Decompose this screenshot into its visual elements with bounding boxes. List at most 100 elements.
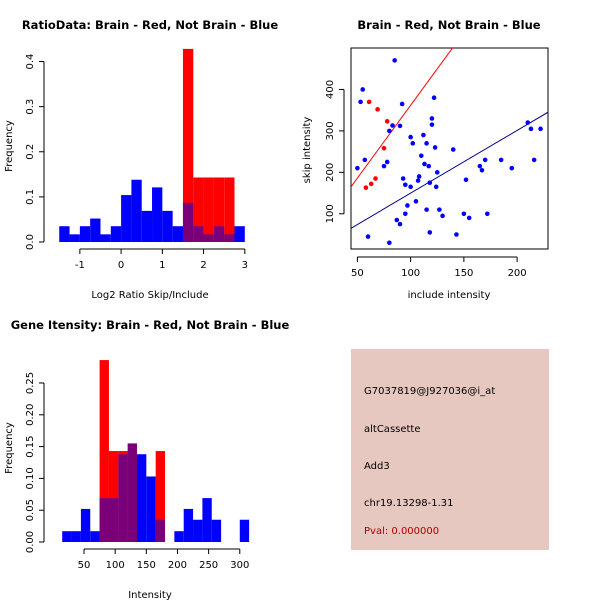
not-brain-point bbox=[400, 176, 406, 181]
not-brain-point bbox=[528, 126, 534, 132]
not-brain-point bbox=[429, 122, 435, 127]
not-brain-bar bbox=[162, 210, 173, 242]
overlap-bar bbox=[127, 443, 137, 542]
brain-bar bbox=[224, 177, 235, 242]
y-tick-label: 0.00 bbox=[25, 531, 36, 553]
brain-point bbox=[366, 99, 372, 105]
not-brain-fit-line bbox=[351, 111, 548, 229]
not-brain-point bbox=[424, 207, 429, 212]
not-brain-point bbox=[422, 161, 427, 167]
not-brain-point bbox=[384, 159, 390, 165]
not-brain-point bbox=[358, 99, 363, 105]
scatter-panel: Brain - Red, Not Brain - Blue include in… bbox=[302, 18, 549, 301]
not-brain-point bbox=[437, 207, 442, 212]
not-brain-point bbox=[433, 184, 439, 190]
not-brain-point bbox=[415, 178, 421, 183]
not-brain-point bbox=[440, 213, 445, 219]
not-brain-bar bbox=[100, 234, 111, 242]
not-brain-bar bbox=[202, 498, 212, 542]
y-tick-label: 0.20 bbox=[25, 404, 36, 426]
not-brain-bar bbox=[136, 454, 147, 542]
not-brain-bar bbox=[131, 179, 142, 242]
not-brain-point bbox=[454, 232, 459, 237]
x-tick-label: 100 bbox=[401, 268, 420, 279]
not-brain-bar bbox=[62, 531, 72, 542]
not-brain-point bbox=[531, 157, 537, 163]
overlap-bar bbox=[193, 226, 204, 242]
brain-bar bbox=[155, 451, 166, 542]
x-tick-label: 2 bbox=[200, 260, 206, 271]
scatter-xlabel: include intensity bbox=[408, 290, 491, 301]
not-brain-bar bbox=[90, 531, 100, 542]
not-brain-bar bbox=[71, 531, 81, 542]
not-brain-point bbox=[399, 101, 405, 107]
brain-bar bbox=[108, 451, 119, 542]
y-tick-label: 300 bbox=[325, 121, 336, 140]
x-tick-label: 0 bbox=[118, 260, 124, 271]
x-tick-label: 200 bbox=[168, 560, 187, 571]
y-tick-label: 200 bbox=[325, 163, 336, 182]
p-value: Pval: 0.000000 bbox=[364, 526, 440, 537]
scatter-title: Brain - Red, Not Brain - Blue bbox=[357, 18, 540, 32]
not-brain-point bbox=[413, 199, 419, 204]
info-panel-background bbox=[351, 349, 549, 550]
overlap-bar bbox=[99, 498, 109, 542]
not-brain-point bbox=[538, 126, 543, 132]
not-brain-bar bbox=[141, 210, 153, 242]
not-brain-bar bbox=[146, 476, 156, 542]
event-type: altCassette bbox=[364, 424, 421, 435]
not-brain-point bbox=[408, 184, 413, 190]
ratio-histogram-title: RatioData: Brain - Red, Not Brain - Blue bbox=[22, 18, 279, 32]
y-tick-label: 0.05 bbox=[25, 499, 36, 521]
not-brain-point bbox=[397, 123, 403, 129]
not-brain-bar bbox=[79, 226, 91, 242]
ratio-histogram-panel: RatioData: Brain - Red, Not Brain - Blue… bbox=[4, 18, 278, 301]
x-tick-label: 300 bbox=[230, 560, 249, 571]
brain-bar bbox=[213, 177, 225, 242]
not-brain-point bbox=[418, 153, 424, 159]
not-brain-point bbox=[482, 157, 488, 163]
not-brain-bar bbox=[80, 508, 91, 542]
y-tick-label: 0.0 bbox=[25, 234, 36, 250]
not-brain-point bbox=[450, 147, 456, 152]
not-brain-point bbox=[360, 87, 366, 92]
not-brain-point bbox=[390, 123, 395, 128]
not-brain-point bbox=[355, 165, 360, 171]
not-brain-point bbox=[403, 211, 408, 217]
y-tick-label: 0.2 bbox=[25, 144, 36, 160]
not-brain-point bbox=[394, 217, 400, 223]
y-tick-label: 400 bbox=[325, 80, 336, 99]
overlap-bar bbox=[224, 234, 235, 242]
brain-point bbox=[375, 107, 380, 112]
not-brain-point bbox=[405, 203, 410, 208]
not-brain-point bbox=[397, 221, 403, 227]
y-tick-label: 0.4 bbox=[25, 54, 36, 70]
not-brain-point bbox=[466, 215, 472, 221]
intensity-histogram-title: Gene Itensity: Brain - Red, Not Brain - … bbox=[11, 318, 290, 332]
overlap-bar bbox=[203, 234, 214, 242]
not-brain-bar bbox=[121, 195, 132, 242]
not-brain-bar bbox=[69, 234, 80, 242]
not-brain-bar bbox=[59, 226, 70, 242]
x-tick-label: 3 bbox=[242, 260, 248, 271]
not-brain-point bbox=[479, 167, 485, 173]
brain-bar bbox=[193, 177, 204, 242]
info-panel: G7037819@J927036@i_at altCassette Add3 c… bbox=[351, 349, 549, 550]
gene-name: Add3 bbox=[364, 461, 390, 472]
y-tick-label: 0.3 bbox=[25, 99, 36, 115]
not-brain-point bbox=[427, 230, 433, 235]
not-brain-bar bbox=[193, 519, 203, 542]
not-brain-point bbox=[410, 141, 416, 146]
not-brain-point bbox=[431, 95, 437, 101]
brain-point bbox=[384, 119, 390, 124]
overlap-bar bbox=[118, 454, 128, 542]
not-brain-point bbox=[429, 116, 435, 121]
not-brain-point bbox=[485, 211, 490, 217]
not-brain-point bbox=[392, 58, 397, 63]
not-brain-point bbox=[421, 132, 426, 138]
scatter-frame bbox=[350, 47, 549, 250]
intensity-histogram-xlabel: Intensity bbox=[128, 590, 172, 600]
not-brain-bar bbox=[239, 519, 250, 542]
scatter-ylabel: skip intensity bbox=[302, 117, 313, 184]
y-tick-label: 0.25 bbox=[25, 372, 36, 394]
